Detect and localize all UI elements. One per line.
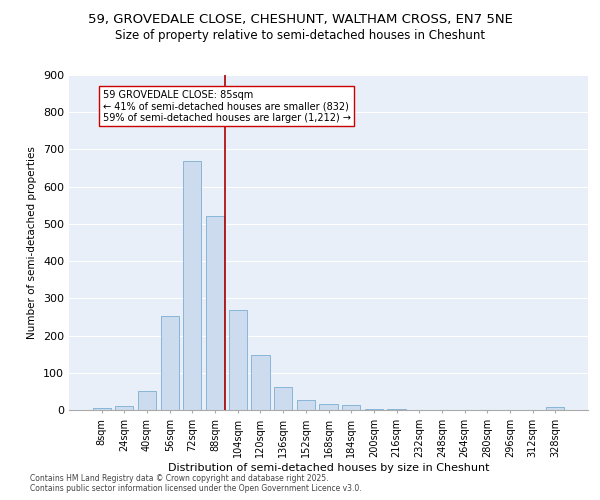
Bar: [297, 400, 315, 410]
X-axis label: Distribution of semi-detached houses by size in Cheshunt: Distribution of semi-detached houses by …: [168, 462, 489, 472]
Bar: [342, 405, 360, 410]
Y-axis label: Number of semi-detached properties: Number of semi-detached properties: [28, 146, 37, 339]
Bar: [115, 406, 133, 410]
Bar: [319, 404, 338, 410]
Bar: [206, 216, 224, 410]
Bar: [251, 355, 269, 410]
Bar: [274, 386, 292, 410]
Bar: [138, 390, 156, 410]
Bar: [161, 316, 179, 410]
Bar: [92, 408, 111, 410]
Bar: [365, 408, 383, 410]
Text: 59, GROVEDALE CLOSE, CHESHUNT, WALTHAM CROSS, EN7 5NE: 59, GROVEDALE CLOSE, CHESHUNT, WALTHAM C…: [88, 12, 512, 26]
Text: 59 GROVEDALE CLOSE: 85sqm
← 41% of semi-detached houses are smaller (832)
59% of: 59 GROVEDALE CLOSE: 85sqm ← 41% of semi-…: [103, 90, 351, 123]
Bar: [229, 310, 247, 410]
Text: Contains public sector information licensed under the Open Government Licence v3: Contains public sector information licen…: [30, 484, 362, 493]
Text: Contains HM Land Registry data © Crown copyright and database right 2025.: Contains HM Land Registry data © Crown c…: [30, 474, 329, 483]
Bar: [184, 162, 202, 410]
Bar: [546, 407, 565, 410]
Text: Size of property relative to semi-detached houses in Cheshunt: Size of property relative to semi-detach…: [115, 29, 485, 42]
